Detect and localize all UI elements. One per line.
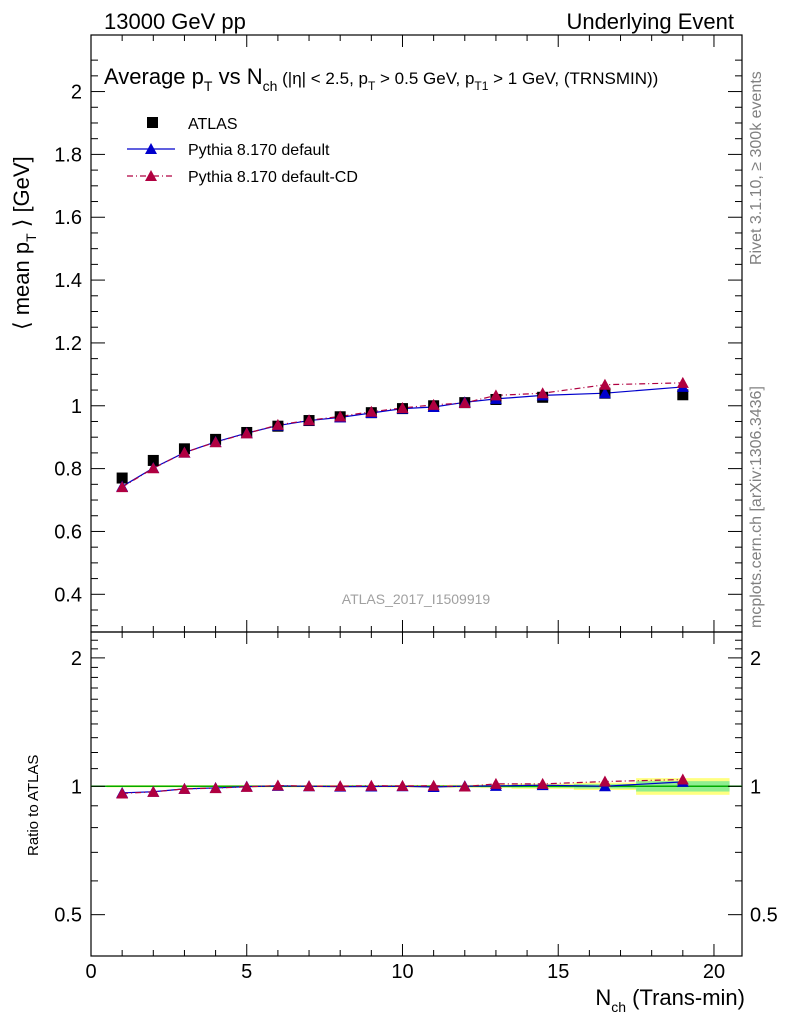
- legend-marker-pythia-cd: [145, 170, 157, 181]
- mcplots-label: mcplots.cern.ch [arXiv:1306.3436]: [748, 386, 765, 628]
- ratio-point-pythia-8-170-default-cd: [334, 780, 347, 792]
- legend-marker-atlas: [147, 117, 158, 128]
- data-point-pythia-8-170-default-cd: [676, 376, 689, 388]
- y-tick-label: 1.4: [54, 270, 82, 292]
- data-point-pythia-8-170-default-cd: [458, 396, 471, 408]
- ratio-y-tick-label-right: 1: [750, 776, 761, 798]
- legend-marker-pythia-default: [145, 143, 157, 154]
- ratio-point-pythia-8-170-default-cd: [458, 780, 471, 792]
- data-point-pythia-8-170-default-cd: [334, 410, 347, 422]
- legend-label-pythia-default: Pythia 8.170 default: [188, 142, 330, 159]
- x-tick-label: 15: [547, 961, 569, 983]
- ratio-point-pythia-8-170-default-cd: [240, 780, 253, 792]
- data-point-pythia-8-170-default-cd: [209, 436, 222, 448]
- ratio-y-tick-label: 1: [71, 776, 82, 798]
- y-axis-title: ⟨ mean pT ⟩ [GeV]: [9, 156, 39, 330]
- y-tick-label: 0.6: [54, 521, 82, 543]
- ratio-point-pythia-8-170-default-cd: [427, 779, 440, 791]
- data-point-pythia-8-170-default-cd: [178, 446, 191, 458]
- data-point-atlas: [677, 389, 689, 401]
- ratio-y-tick-label: 2: [71, 648, 82, 670]
- analysis-id-watermark: ATLAS_2017_I1509919: [342, 591, 491, 607]
- data-point-pythia-8-170-default: [598, 387, 611, 399]
- ratio-point-pythia-8-170-default-cd: [396, 779, 409, 791]
- analysis-label: Underlying Event: [566, 9, 734, 34]
- ratio-y-tick-label-right: 2: [750, 648, 761, 670]
- y-tick-label: 1: [71, 396, 82, 418]
- data-point-pythia-8-170-default-cd: [303, 414, 316, 426]
- data-point-pythia-8-170-default-cd: [240, 427, 253, 439]
- x-axis-title: Nch (Trans-min): [595, 985, 745, 1015]
- axes: 0 5 10 15 20 0.4 0.6 0.8 1 1.2 1.4 1.6 1.8 2 0.5 0.5 1 1 2…: [54, 35, 778, 983]
- legend-label-pythia-cd: Pythia 8.170 default-CD: [188, 169, 358, 186]
- rivet-version-label: Rivet 3.1.10, ≥ 300k events: [748, 71, 765, 265]
- legend: ATLAS Pythia 8.170 default Pythia 8.170 …: [127, 116, 358, 186]
- y-tick-label: 0.8: [54, 459, 82, 481]
- beam-label: 13000 GeV pp: [104, 9, 246, 34]
- y-tick-label: 2: [71, 82, 82, 104]
- data-point-pythia-8-170-default-cd: [427, 398, 440, 410]
- data-point-pythia-8-170-default-cd: [365, 405, 378, 417]
- ratio-y-tick-label: 0.5: [54, 905, 82, 927]
- ratio-point-pythia-8-170-default-cd: [303, 780, 316, 792]
- plot-title: Average pT vs Nch (|η| < 2.5, pT > 0.5 G…: [104, 64, 658, 94]
- ratio-plot-frame: [90, 631, 743, 957]
- y-tick-label: 0.4: [54, 584, 82, 606]
- data-point-atlas: [116, 472, 128, 484]
- data-point-pythia-8-170-default-cd: [598, 378, 611, 390]
- x-tick-label: 0: [85, 961, 96, 983]
- y-tick-label: 1.8: [54, 144, 82, 166]
- ratio-y-axis-title: Ratio to ATLAS: [25, 755, 42, 856]
- legend-label-atlas: ATLAS: [188, 116, 238, 133]
- data-point-pythia-8-170-default-cd: [536, 387, 549, 399]
- ratio-series-layer: [116, 773, 689, 799]
- main-series-layer: [116, 376, 689, 493]
- data-point-pythia-8-170-default-cd: [489, 389, 502, 401]
- data-point-atlas: [147, 454, 159, 466]
- x-tick-label: 10: [391, 961, 413, 983]
- series-line-pythia-8-170-default: [121, 386, 683, 488]
- ratio-point-pythia-8-170-default-cd: [536, 777, 549, 789]
- x-tick-label: 20: [703, 961, 725, 983]
- data-point-pythia-8-170-default-cd: [147, 462, 160, 474]
- data-point-pythia-8-170-default-cd: [396, 401, 409, 413]
- ratio-y-tick-label-right: 0.5: [750, 905, 778, 927]
- ratio-point-pythia-8-170-default-cd: [489, 777, 502, 789]
- data-point-pythia-8-170-default-cd: [116, 481, 129, 493]
- ratio-point-pythia-8-170-default-cd: [676, 773, 689, 785]
- y-tick-label: 1.6: [54, 207, 82, 229]
- ratio-point-pythia-8-170-default-cd: [178, 782, 191, 794]
- ratio-point-pythia-8-170-default-cd: [365, 779, 378, 791]
- data-point-pythia-8-170-default-cd: [271, 418, 284, 430]
- ratio-point-pythia-8-170-default-cd: [271, 779, 284, 791]
- ratio-point-pythia-8-170-default-cd: [598, 775, 611, 787]
- series-line-pythia-8-170-default-cd: [121, 382, 683, 488]
- y-tick-label: 1.2: [54, 333, 82, 355]
- x-tick-label: 5: [241, 961, 252, 983]
- ratio-point-pythia-8-170-default-cd: [116, 787, 129, 799]
- ratio-line-pythia-8-170-default-cd: [122, 778, 683, 795]
- ratio-point-pythia-8-170-default-cd: [147, 785, 160, 797]
- ratio-point-pythia-8-170-default-cd: [209, 782, 222, 794]
